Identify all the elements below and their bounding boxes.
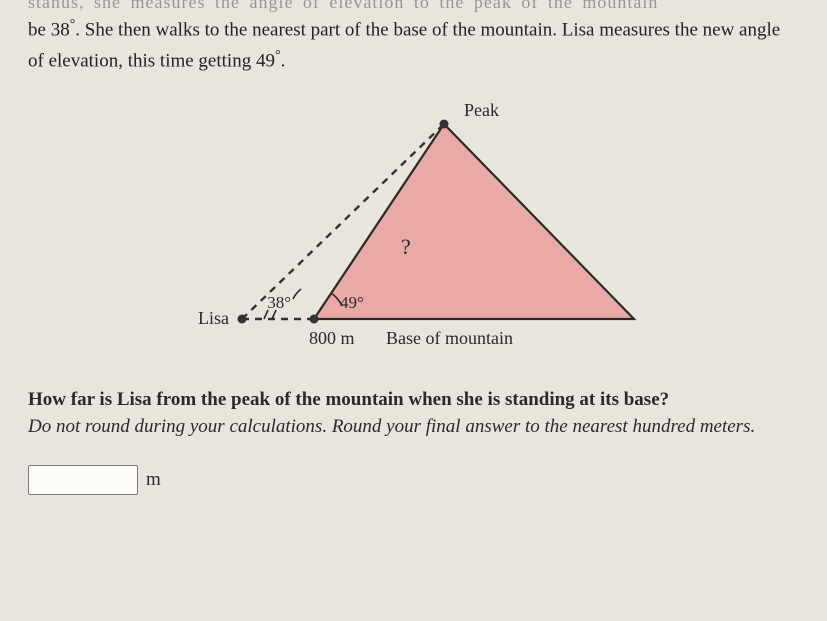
text-part2: . She then walks to the nearest part of … <box>28 19 780 71</box>
question-block: How far is Lisa from the peak of the mou… <box>28 386 799 441</box>
peak-point <box>439 119 448 128</box>
base-left-point <box>309 314 318 323</box>
distance-label: 800 m <box>309 328 355 348</box>
text-part1: be <box>28 19 51 40</box>
angle-right-label: 49° <box>340 293 364 312</box>
triangle-diagram: Peak Lisa 38° 49° ? 800 m Base of mounta… <box>134 94 694 369</box>
angle-left-label: 38° <box>267 293 291 312</box>
angle-arc-left <box>293 289 301 299</box>
answer-input[interactable] <box>28 465 138 495</box>
question-main: How far is Lisa from the peak of the mou… <box>28 386 799 414</box>
angle-2-value: 49 <box>256 50 275 71</box>
mountain-triangle <box>314 124 634 319</box>
diagram-container: Peak Lisa 38° 49° ? 800 m Base of mounta… <box>28 94 799 374</box>
text-part3: . <box>281 50 286 71</box>
lisa-point <box>237 314 246 323</box>
peak-label: Peak <box>464 100 499 120</box>
question-instruction: Do not round during your calculations. R… <box>28 413 799 441</box>
answer-unit: m <box>146 469 161 491</box>
base-label: Base of mountain <box>386 328 513 348</box>
lisa-label: Lisa <box>198 308 229 328</box>
unknown-label: ? <box>401 234 411 259</box>
answer-row: m <box>28 465 799 495</box>
angle-1-value: 38 <box>51 19 70 40</box>
cutoff-previous-line: stanus, she measures the angle of elevat… <box>28 0 799 13</box>
